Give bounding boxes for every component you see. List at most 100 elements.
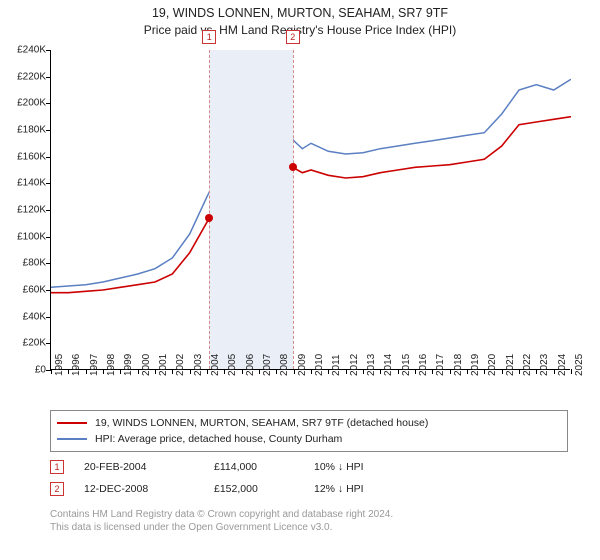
attribution-line2: This data is licensed under the Open Gov… [50, 521, 568, 534]
y-tick [46, 50, 51, 51]
x-axis-label: 2000 [141, 354, 152, 376]
event-marker-icon: 2 [286, 30, 300, 44]
x-tick [363, 369, 364, 374]
x-axis-label: 2022 [522, 354, 533, 376]
x-axis-label: 1996 [71, 354, 82, 376]
x-tick [467, 369, 468, 374]
x-axis-label: 2014 [383, 354, 394, 376]
x-tick [172, 369, 173, 374]
x-axis-label: 2020 [487, 354, 498, 376]
x-axis-label: 2024 [557, 354, 568, 376]
sale-point-dot [289, 163, 297, 171]
x-axis-label: 1997 [89, 354, 100, 376]
y-axis-label: £140K [6, 178, 46, 189]
events-table: 1 20-FEB-2004 £114,000 10% ↓ HPI 2 12-DE… [50, 456, 568, 500]
x-tick [190, 369, 191, 374]
x-axis-label: 1999 [123, 354, 134, 376]
x-axis-label: 2023 [539, 354, 550, 376]
x-axis-label: 2018 [453, 354, 464, 376]
x-axis-label: 2025 [574, 354, 585, 376]
event-dash-line [293, 50, 294, 369]
x-axis-label: 2009 [297, 354, 308, 376]
x-axis-label: 2003 [193, 354, 204, 376]
x-axis-label: 2011 [331, 354, 342, 376]
x-tick [346, 369, 347, 374]
x-axis-label: 2008 [279, 354, 290, 376]
event-price: £152,000 [214, 483, 294, 495]
x-tick [380, 369, 381, 374]
x-tick [398, 369, 399, 374]
y-tick [46, 103, 51, 104]
x-axis-label: 2013 [366, 354, 377, 376]
x-axis-label: 2019 [470, 354, 481, 376]
event-delta: 10% ↓ HPI [314, 461, 414, 473]
x-tick [415, 369, 416, 374]
x-tick [86, 369, 87, 374]
title-main: 19, WINDS LONNEN, MURTON, SEAHAM, SR7 9T… [0, 6, 600, 20]
x-axis-label: 2021 [505, 354, 516, 376]
shaded-region [209, 50, 293, 369]
y-axis-label: £60K [6, 285, 46, 296]
event-dash-line [209, 50, 210, 369]
x-tick [138, 369, 139, 374]
chart-container: 19, WINDS LONNEN, MURTON, SEAHAM, SR7 9T… [0, 0, 600, 560]
y-axis-label: £120K [6, 205, 46, 216]
event-row: 2 12-DEC-2008 £152,000 12% ↓ HPI [50, 478, 568, 500]
legend-item-series-1: 19, WINDS LONNEN, MURTON, SEAHAM, SR7 9T… [57, 415, 561, 431]
event-row: 1 20-FEB-2004 £114,000 10% ↓ HPI [50, 456, 568, 478]
event-date: 12-DEC-2008 [84, 483, 194, 495]
x-tick [519, 369, 520, 374]
x-tick [276, 369, 277, 374]
x-axis-label: 2015 [401, 354, 412, 376]
x-tick [155, 369, 156, 374]
legend-box: 19, WINDS LONNEN, MURTON, SEAHAM, SR7 9T… [50, 410, 568, 452]
x-axis-label: 2002 [175, 354, 186, 376]
y-tick [46, 263, 51, 264]
x-tick [432, 369, 433, 374]
event-marker-icon: 2 [50, 482, 64, 496]
x-tick [536, 369, 537, 374]
x-tick [103, 369, 104, 374]
series-line [51, 79, 571, 287]
x-tick [51, 369, 52, 374]
title-block: 19, WINDS LONNEN, MURTON, SEAHAM, SR7 9T… [0, 0, 600, 37]
y-axis-label: £160K [6, 151, 46, 162]
x-tick [294, 369, 295, 374]
x-axis-label: 2006 [245, 354, 256, 376]
x-tick [571, 369, 572, 374]
event-delta: 12% ↓ HPI [314, 483, 414, 495]
legend-item-series-2: HPI: Average price, detached house, Coun… [57, 431, 561, 447]
chart-plot-area: £0£20K£40K£60K£80K£100K£120K£140K£160K£1… [50, 50, 570, 370]
x-tick [502, 369, 503, 374]
x-tick [311, 369, 312, 374]
y-tick [46, 343, 51, 344]
x-axis-label: 2004 [210, 354, 221, 376]
x-tick [207, 369, 208, 374]
x-tick [328, 369, 329, 374]
y-tick [46, 183, 51, 184]
event-price: £114,000 [214, 461, 294, 473]
y-tick [46, 77, 51, 78]
sale-point-dot [205, 214, 213, 222]
x-axis-label: 1995 [54, 354, 65, 376]
attribution-text: Contains HM Land Registry data © Crown c… [50, 508, 568, 534]
y-axis-label: £100K [6, 231, 46, 242]
x-axis-label: 2005 [227, 354, 238, 376]
legend-swatch [57, 422, 87, 424]
x-tick [450, 369, 451, 374]
y-axis-label: £200K [6, 98, 46, 109]
x-axis-label: 1998 [106, 354, 117, 376]
legend-label: 19, WINDS LONNEN, MURTON, SEAHAM, SR7 9T… [95, 417, 428, 429]
chart-lines-svg [51, 50, 571, 370]
x-tick [484, 369, 485, 374]
y-axis-label: £180K [6, 125, 46, 136]
title-sub: Price paid vs. HM Land Registry's House … [0, 23, 600, 37]
y-axis-label: £240K [6, 45, 46, 56]
y-axis-label: £0 [6, 365, 46, 376]
event-date: 20-FEB-2004 [84, 461, 194, 473]
y-tick [46, 210, 51, 211]
x-tick [120, 369, 121, 374]
y-tick [46, 157, 51, 158]
x-tick [259, 369, 260, 374]
event-marker-icon: 1 [50, 460, 64, 474]
